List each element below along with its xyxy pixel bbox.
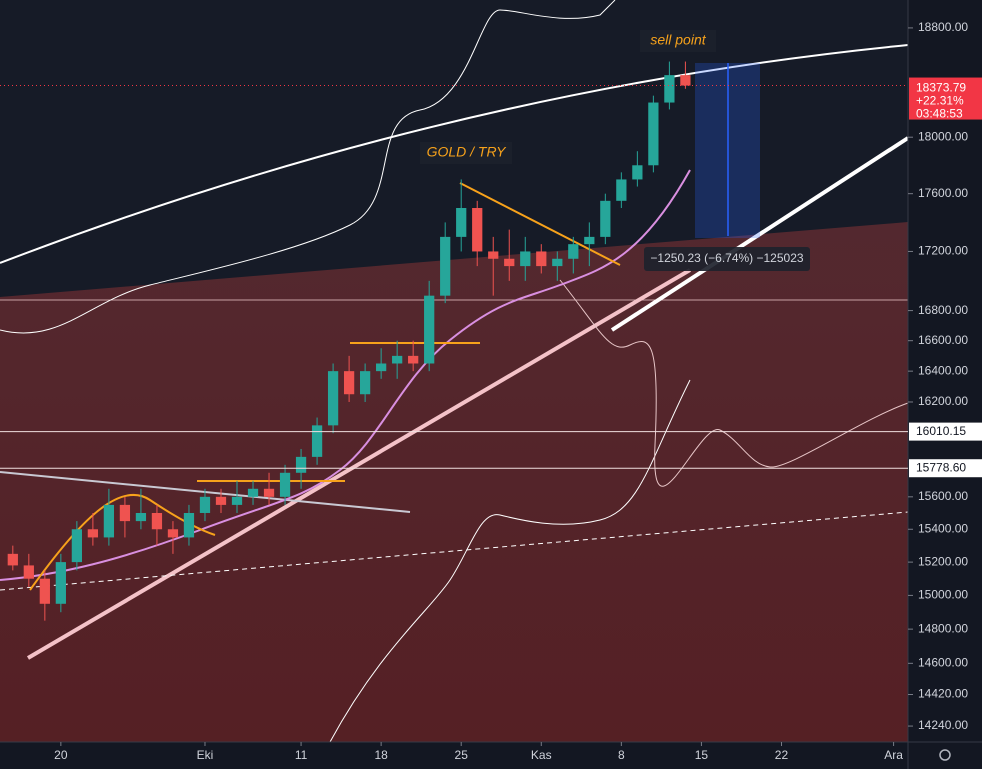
candle-body bbox=[359, 371, 371, 395]
dashed-line bbox=[0, 511, 909, 591]
candle-body bbox=[648, 102, 659, 166]
candle-body bbox=[680, 75, 691, 86]
y-tick-label: 18000.00 bbox=[918, 129, 968, 143]
pattern-arc bbox=[29, 494, 216, 591]
candle-body bbox=[664, 75, 675, 103]
candle-body bbox=[552, 258, 563, 267]
price-level-label: 16010.15 bbox=[916, 424, 966, 438]
pattern-line bbox=[459, 182, 621, 266]
band-upper bbox=[0, 0, 616, 334]
candle-body bbox=[584, 236, 595, 245]
candle-body bbox=[39, 578, 50, 604]
y-tick-label: 17600.00 bbox=[918, 186, 968, 200]
price-level-label: 15778.60 bbox=[916, 460, 966, 474]
x-tick-label: 20 bbox=[54, 748, 68, 762]
y-tick-label: 18800.00 bbox=[918, 20, 968, 34]
candle-body bbox=[311, 425, 323, 457]
candle-body bbox=[568, 244, 579, 259]
candle-body bbox=[7, 553, 18, 566]
candle-body bbox=[119, 504, 131, 522]
candle-body bbox=[151, 512, 163, 530]
candle-body bbox=[23, 565, 34, 579]
zone bbox=[0, 222, 908, 742]
y-tick-label: 15400.00 bbox=[918, 521, 968, 535]
y-tick-label: 16600.00 bbox=[918, 333, 968, 347]
x-tick-label: 18 bbox=[374, 748, 388, 762]
time-axis bbox=[0, 742, 908, 769]
candle-body bbox=[472, 207, 483, 252]
candle-body bbox=[71, 529, 82, 563]
candle-body bbox=[424, 295, 435, 364]
candle-body bbox=[600, 200, 611, 237]
band-lower bbox=[329, 379, 691, 743]
candle-body bbox=[167, 529, 179, 538]
x-tick-label: 15 bbox=[695, 748, 709, 762]
candle-body bbox=[327, 371, 339, 426]
candle-body bbox=[504, 258, 515, 267]
pair-label: GOLD / TRY bbox=[427, 144, 507, 160]
y-tick-label: 16200.00 bbox=[918, 394, 968, 408]
x-tick-label: Kas bbox=[531, 748, 552, 762]
y-tick-label: 14800.00 bbox=[918, 621, 968, 635]
x-tick-label: 25 bbox=[455, 748, 469, 762]
y-tick-label: 15000.00 bbox=[918, 588, 968, 602]
candle-body bbox=[135, 512, 147, 522]
candle-body bbox=[87, 529, 99, 538]
y-tick-label: 15200.00 bbox=[918, 554, 968, 568]
candle-body bbox=[488, 251, 499, 259]
current-price-label: 18373.79 bbox=[916, 81, 966, 95]
candle-body bbox=[215, 496, 227, 505]
current-price-change: +22.31% bbox=[916, 94, 964, 108]
candle-body bbox=[456, 207, 467, 237]
y-tick-label: 16800.00 bbox=[918, 303, 968, 317]
y-tick-label: 15600.00 bbox=[918, 489, 968, 503]
y-tick-label: 14600.00 bbox=[918, 655, 968, 669]
support-line bbox=[26, 268, 692, 660]
price-axis bbox=[908, 0, 982, 769]
candle-body bbox=[183, 512, 195, 538]
x-tick-label: 8 bbox=[618, 748, 625, 762]
trend-line bbox=[610, 136, 910, 332]
sell-label: sell point bbox=[650, 32, 706, 48]
candle-body bbox=[199, 496, 211, 513]
candle-body bbox=[55, 562, 66, 604]
x-tick-label: 11 bbox=[295, 748, 308, 762]
price-level-box bbox=[909, 459, 982, 478]
x-tick-label: Ara bbox=[884, 748, 903, 762]
candle-body bbox=[231, 496, 243, 505]
y-tick-label: 17200.00 bbox=[918, 244, 968, 258]
settings-icon[interactable] bbox=[939, 749, 951, 761]
mid-line bbox=[559, 279, 909, 487]
candle-body bbox=[103, 504, 115, 538]
candle-body bbox=[632, 165, 643, 180]
candle-body bbox=[520, 251, 531, 267]
candle-body bbox=[440, 236, 451, 296]
x-tick-label: 22 bbox=[775, 748, 789, 762]
candle-body bbox=[279, 472, 291, 497]
measure-label: −1250.23 (−6.74%) −125023 bbox=[650, 251, 803, 265]
y-tick-label: 14240.00 bbox=[918, 718, 968, 732]
current-price-box bbox=[909, 77, 982, 120]
candle-body bbox=[263, 488, 275, 497]
arc-line bbox=[0, 44, 909, 264]
candle-body bbox=[392, 355, 403, 364]
candle-body bbox=[343, 371, 355, 395]
y-tick-label: 14420.00 bbox=[918, 687, 968, 701]
price-level-box bbox=[909, 422, 982, 441]
measure-label-bg bbox=[644, 247, 810, 271]
y-tick-label: 16400.00 bbox=[918, 363, 968, 377]
candle-body bbox=[616, 179, 627, 201]
candle-body bbox=[536, 251, 547, 267]
candle-body bbox=[247, 488, 259, 497]
ma-slow bbox=[0, 169, 691, 581]
current-price-countdown: 03:48:53 bbox=[916, 107, 963, 121]
candle-body bbox=[408, 355, 419, 364]
sell-bg bbox=[640, 30, 716, 52]
candle-body bbox=[376, 363, 387, 372]
x-tick-label: Eki bbox=[197, 748, 214, 762]
candle-body bbox=[295, 456, 307, 473]
pair-bg bbox=[420, 142, 512, 164]
